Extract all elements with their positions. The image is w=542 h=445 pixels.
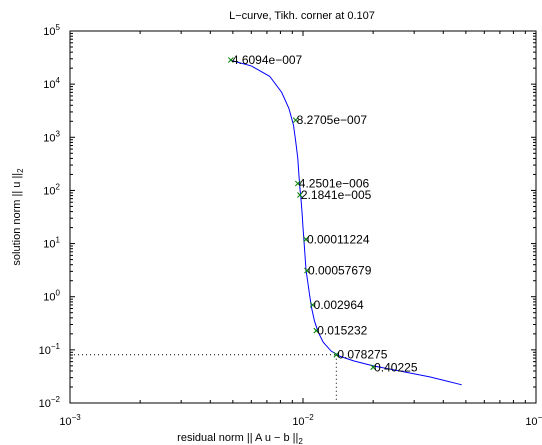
y-tick-label: 10−2: [39, 395, 61, 410]
x-tick-label: 10−1: [525, 413, 542, 428]
point-label: 0.40225: [374, 360, 418, 374]
y-tick-label: 104: [43, 76, 60, 91]
l-curve-line: [230, 59, 462, 386]
marker-stroke: [313, 327, 320, 334]
point-marker: [370, 364, 376, 371]
y-tick-label: 105: [43, 23, 60, 38]
point-label: 0.00011224: [307, 232, 370, 246]
y-tick-label: 102: [43, 182, 60, 197]
marker-stroke: [309, 302, 316, 308]
point-label: 4.6094e−007: [232, 53, 303, 67]
plot-area: [69, 30, 537, 404]
marker-stroke: [292, 117, 299, 124]
marker-stroke: [333, 351, 340, 358]
point-label: 0.015232: [317, 324, 367, 338]
point-label: 4.2501e−006: [299, 177, 370, 191]
y-axis-label: solution norm || u ||2: [11, 168, 25, 266]
y-tick-label: 100: [43, 289, 60, 304]
y-tick-label: 101: [43, 236, 60, 251]
marker-stroke: [370, 364, 376, 371]
point-marker: [303, 236, 309, 243]
point-label: 0.002964: [314, 298, 364, 312]
marker-stroke: [297, 192, 303, 198]
y-tick-label: 10−1: [39, 342, 61, 357]
point-label: 2.1841e−005: [301, 188, 372, 202]
marker-stroke: [294, 180, 301, 187]
x-tick-label: 10−3: [59, 413, 81, 428]
y-tick-label: 103: [43, 129, 60, 144]
axis-tick-labels: 10−3 10−2 10−1 10−2 10−1 100 101 102 103 104 105: [39, 23, 542, 428]
point-marker: [333, 351, 340, 358]
x-tick-label: 10−2: [292, 413, 314, 428]
axis-ticks: [69, 30, 537, 404]
point-marker: [304, 267, 310, 274]
marker-stroke: [227, 57, 234, 63]
point-label: 0.078275: [337, 348, 387, 362]
point-label: 8.2705e−007: [297, 113, 368, 127]
point-marker: [294, 180, 301, 187]
point-marker: [297, 192, 303, 198]
marker-stroke: [304, 267, 310, 274]
marker-stroke: [303, 236, 309, 243]
regularization-points: 4.6094e−007 8.2705e−007 4.2501e−0062.1841e…: [227, 53, 418, 374]
x-axis-label: residual norm || A u − b ||2: [177, 432, 303, 445]
point-marker: [309, 302, 316, 308]
point-marker: [313, 327, 320, 334]
point-marker: [227, 57, 234, 63]
corner-guides: [70, 354, 337, 403]
point-label: 0.00057679: [308, 264, 372, 278]
point-marker: [292, 117, 299, 124]
chart-title: L−curve, Tikh. corner at 0.107: [229, 10, 375, 22]
